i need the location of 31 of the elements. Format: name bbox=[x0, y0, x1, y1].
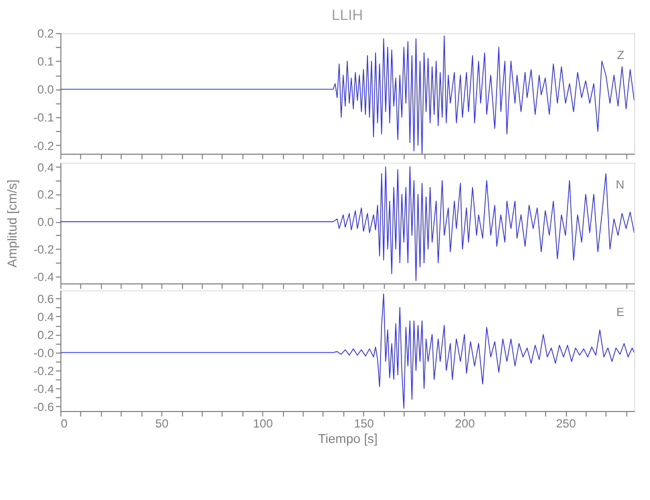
y-tick-label: 0.6 bbox=[37, 292, 54, 306]
x-tick-label: 200 bbox=[455, 416, 476, 430]
y-tick-label: -0.1 bbox=[33, 110, 54, 125]
x-tick-label: 0 bbox=[60, 416, 68, 430]
y-tick-label: 0.4 bbox=[37, 160, 54, 174]
annotation: N bbox=[616, 177, 624, 192]
y-tick-label: -0.2 bbox=[33, 242, 54, 257]
x-axis-title: Tiempo [s] bbox=[318, 431, 378, 446]
y-tick-label: 0.0 bbox=[37, 82, 54, 97]
y-tick-label: -0.4 bbox=[33, 270, 54, 284]
annotation: E bbox=[616, 305, 624, 320]
y-tick-label: 0.2 bbox=[37, 328, 54, 342]
y-tick-label: 0.2 bbox=[37, 26, 54, 41]
x-tick-label: 150 bbox=[354, 416, 374, 430]
y-tick-label: 0.0 bbox=[37, 215, 54, 230]
line-series bbox=[60, 294, 634, 409]
y-axis-title: Amplitud [cm/s] bbox=[4, 180, 20, 268]
y-tick-label: 0.1 bbox=[37, 54, 54, 69]
line-series bbox=[60, 166, 634, 282]
annotation: Z bbox=[617, 48, 624, 62]
y-tick-label: 0.2 bbox=[37, 188, 54, 202]
y-tick-label: -0.0 bbox=[33, 346, 54, 360]
y-tick-label: -0.6 bbox=[33, 400, 54, 414]
x-tick-label: 50 bbox=[155, 416, 169, 430]
chart-title: LLIH bbox=[332, 8, 363, 24]
y-tick-label: -0.2 bbox=[33, 364, 54, 378]
y-tick-label: -0.4 bbox=[33, 382, 54, 396]
y-tick-label: 0.4 bbox=[37, 310, 54, 324]
y-tick-label: -0.2 bbox=[33, 138, 54, 153]
x-tick-label: 100 bbox=[252, 416, 274, 430]
x-tick-label: 250 bbox=[556, 416, 576, 430]
